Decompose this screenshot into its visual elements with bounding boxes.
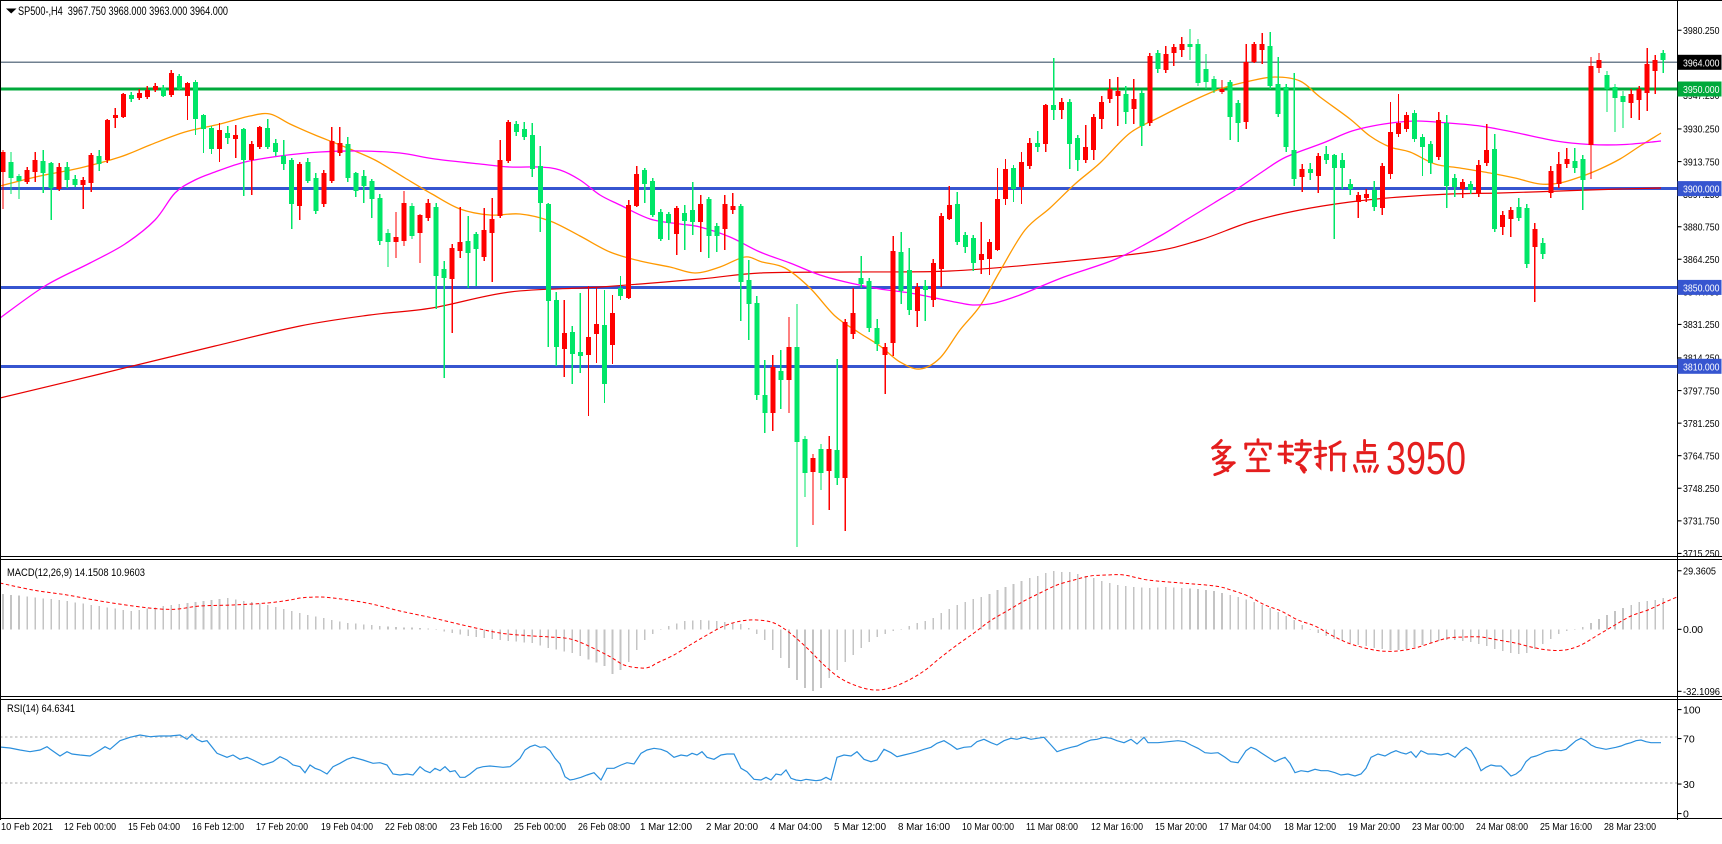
svg-text:11 Mar 08:00: 11 Mar 08:00: [1026, 821, 1078, 833]
svg-text:30: 30: [1683, 779, 1695, 791]
svg-text:3797.750: 3797.750: [1683, 385, 1720, 397]
svg-text:1 Mar 12:00: 1 Mar 12:00: [640, 821, 692, 833]
svg-text:3950: 3950: [1386, 432, 1466, 484]
svg-text:18 Mar 12:00: 18 Mar 12:00: [1284, 821, 1336, 833]
svg-text:3864.250: 3864.250: [1683, 254, 1720, 266]
svg-text:17 Mar 04:00: 17 Mar 04:00: [1219, 821, 1271, 833]
svg-text:0: 0: [1683, 808, 1689, 820]
svg-text:26 Feb 08:00: 26 Feb 08:00: [578, 821, 630, 833]
svg-text:22 Feb 08:00: 22 Feb 08:00: [385, 821, 437, 833]
svg-text:2 Mar 20:00: 2 Mar 20:00: [706, 821, 758, 833]
svg-text:0.00: 0.00: [1683, 624, 1703, 636]
svg-text:3764.750: 3764.750: [1683, 450, 1720, 462]
svg-text:3900.000: 3900.000: [1683, 184, 1720, 196]
svg-text:5 Mar 12:00: 5 Mar 12:00: [834, 821, 886, 833]
svg-text:3831.250: 3831.250: [1683, 319, 1720, 331]
svg-text:3964.000: 3964.000: [1683, 57, 1720, 69]
svg-text:SP500-,H4 3967.750 3968.000 3: SP500-,H4 3967.750 3968.000 3963.000 396…: [18, 4, 228, 18]
svg-text:28 Mar 23:00: 28 Mar 23:00: [1604, 821, 1656, 833]
svg-text:8 Mar 16:00: 8 Mar 16:00: [898, 821, 950, 833]
svg-text:3810.000: 3810.000: [1683, 361, 1720, 373]
svg-text:3930.250: 3930.250: [1683, 124, 1720, 136]
svg-text:19 Mar 20:00: 19 Mar 20:00: [1348, 821, 1400, 833]
svg-text:3980.250: 3980.250: [1683, 25, 1720, 37]
svg-text:12 Mar 16:00: 12 Mar 16:00: [1091, 821, 1143, 833]
svg-text:19 Feb 04:00: 19 Feb 04:00: [321, 821, 373, 833]
svg-text:3781.250: 3781.250: [1683, 418, 1720, 430]
svg-text:3850.000: 3850.000: [1683, 282, 1720, 294]
svg-text:4 Mar 04:00: 4 Mar 04:00: [770, 821, 822, 833]
svg-text:15 Mar 20:00: 15 Mar 20:00: [1155, 821, 1207, 833]
svg-text:100: 100: [1683, 704, 1701, 716]
svg-text:25 Feb 00:00: 25 Feb 00:00: [514, 821, 566, 833]
svg-text:3913.750: 3913.750: [1683, 156, 1720, 168]
svg-text:3950.000: 3950.000: [1683, 84, 1720, 96]
svg-text:17 Feb 20:00: 17 Feb 20:00: [256, 821, 308, 833]
svg-text:29.3605: 29.3605: [1683, 566, 1716, 578]
svg-text:10 Mar 00:00: 10 Mar 00:00: [962, 821, 1014, 833]
svg-text:RSI(14) 64.6341: RSI(14) 64.6341: [7, 703, 75, 715]
svg-text:MACD(12,26,9) 14.1508 10.9603: MACD(12,26,9) 14.1508 10.9603: [7, 567, 145, 579]
svg-text:3731.750: 3731.750: [1683, 516, 1720, 528]
svg-text:3748.250: 3748.250: [1683, 483, 1720, 495]
svg-text:70: 70: [1683, 733, 1695, 745]
svg-text:10 Feb 2021: 10 Feb 2021: [1, 821, 53, 833]
svg-text:23 Mar 00:00: 23 Mar 00:00: [1412, 821, 1464, 833]
svg-text:-32.1096: -32.1096: [1683, 686, 1720, 698]
svg-text:3715.250: 3715.250: [1683, 548, 1720, 560]
svg-text:24 Mar 08:00: 24 Mar 08:00: [1476, 821, 1528, 833]
svg-text:15 Feb 04:00: 15 Feb 04:00: [128, 821, 180, 833]
svg-text:3880.750: 3880.750: [1683, 222, 1720, 234]
svg-text:23 Feb 16:00: 23 Feb 16:00: [450, 821, 502, 833]
svg-text:25 Mar 16:00: 25 Mar 16:00: [1540, 821, 1592, 833]
svg-text:16 Feb 12:00: 16 Feb 12:00: [192, 821, 244, 833]
svg-text:12 Feb 00:00: 12 Feb 00:00: [64, 821, 116, 833]
